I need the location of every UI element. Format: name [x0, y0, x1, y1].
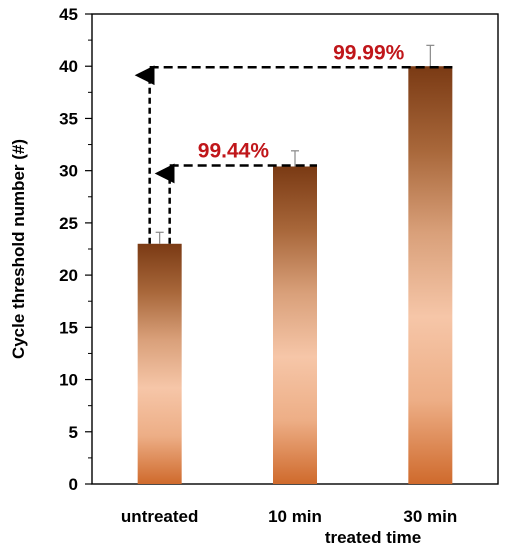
x-tick-label: 30 min — [403, 507, 457, 526]
x-axis: untreated 10 min 30 min — [121, 507, 457, 526]
x-axis-title: treated time — [325, 528, 421, 547]
annotations: 99.44% 99.99% — [134, 41, 453, 244]
y-tick-label: 0 — [69, 475, 78, 494]
y-tick-label: 45 — [59, 5, 78, 24]
x-tick-label: 10 min — [268, 507, 322, 526]
y-tick-label: 40 — [59, 57, 78, 76]
y-tick-label: 20 — [59, 266, 78, 285]
x-tick-label: untreated — [121, 507, 198, 526]
y-tick-label: 10 — [59, 371, 78, 390]
y-tick-label: 25 — [59, 214, 78, 233]
y-tick-label: 35 — [59, 109, 78, 128]
bars — [137, 66, 453, 484]
bar — [408, 66, 453, 484]
y-tick-label: 15 — [59, 318, 78, 337]
bar — [137, 243, 182, 484]
annotation-label: 99.44% — [198, 139, 270, 162]
y-tick-label: 30 — [59, 162, 78, 181]
y-axis: 0 5 10 15 20 25 30 35 40 45 — [59, 5, 92, 494]
y-axis-title: Cycle threshold number (#) — [9, 139, 28, 359]
error-bars — [155, 44, 435, 244]
bar — [273, 166, 317, 484]
annotation-label: 99.99% — [333, 41, 405, 64]
y-tick-label: 5 — [69, 423, 78, 442]
